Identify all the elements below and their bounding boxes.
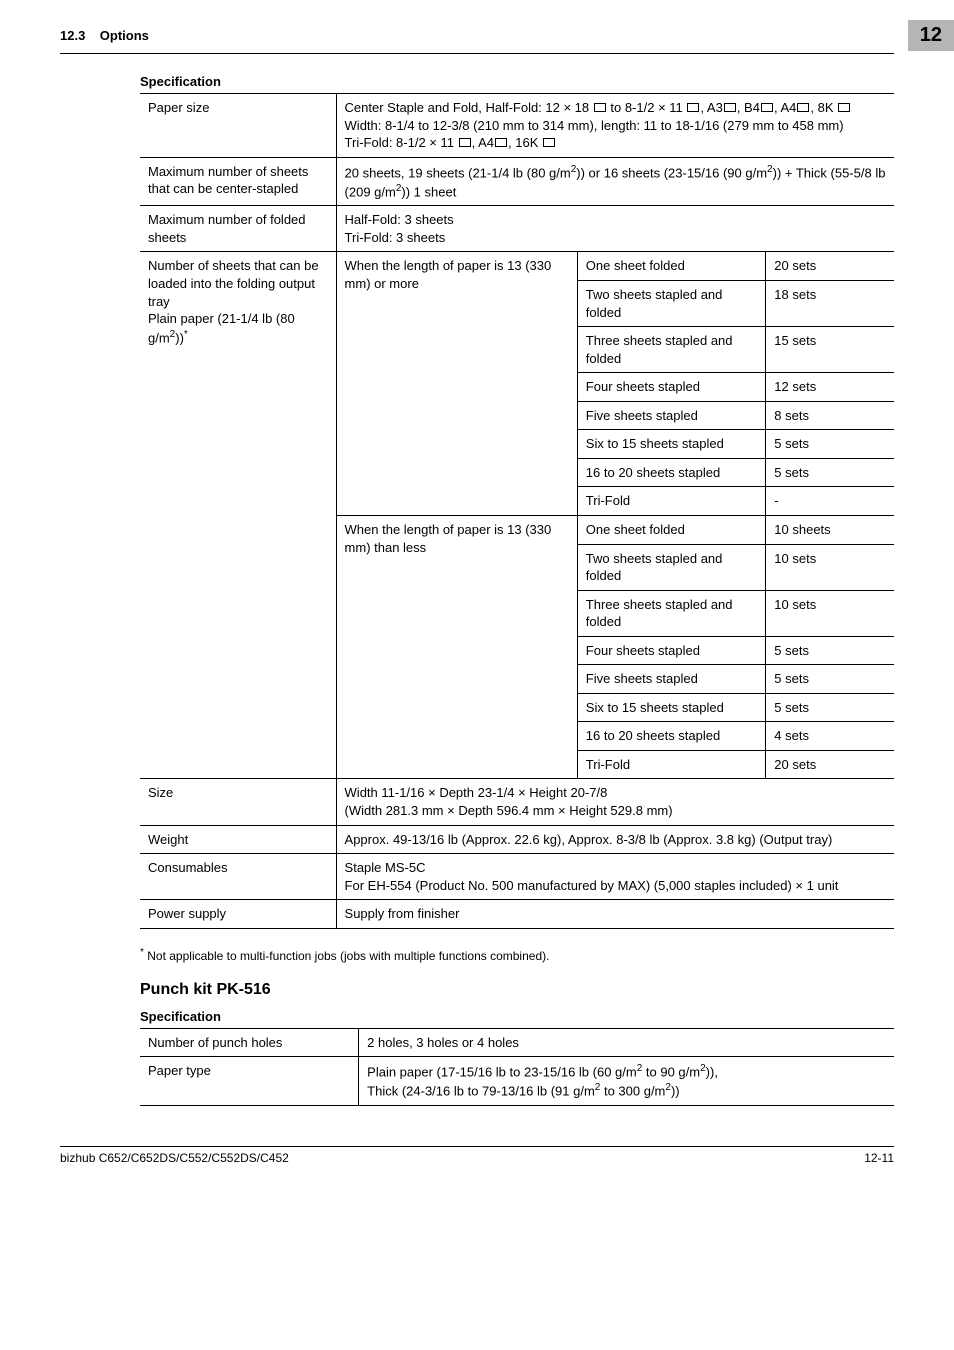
table-cell: One sheet folded xyxy=(577,515,766,544)
table-cell: 16 to 20 sheets stapled xyxy=(577,458,766,487)
table-cell: 5 sets xyxy=(766,665,894,694)
table-cell: Five sheets stapled xyxy=(577,401,766,430)
landscape-icon xyxy=(838,103,850,112)
chapter-number: 12 xyxy=(908,20,954,51)
landscape-icon xyxy=(724,103,736,112)
max-stapled-value: 20 sheets, 19 sheets (21-1/4 lb (80 g/m2… xyxy=(336,157,894,206)
table-cell: 5 sets xyxy=(766,636,894,665)
table-cell: Six to 15 sheets stapled xyxy=(577,430,766,459)
table-cell: Five sheets stapled xyxy=(577,665,766,694)
table-cell: 4 sets xyxy=(766,722,894,751)
header-section: 12.3 Options xyxy=(60,28,149,43)
section-number: 12.3 xyxy=(60,28,85,43)
table-cell: Three sheets stapled and folded xyxy=(577,590,766,636)
landscape-icon xyxy=(761,103,773,112)
table1-caption: Specification xyxy=(140,74,894,89)
table-cell: Six to 15 sheets stapled xyxy=(577,693,766,722)
table-cell: 12 sets xyxy=(766,373,894,402)
loaded-cond2: When the length of paper is 13 (330 mm) … xyxy=(336,515,577,778)
table-cell: Two sheets stapled and folded xyxy=(577,544,766,590)
size-label: Size xyxy=(140,779,336,825)
table-cell: 10 sets xyxy=(766,544,894,590)
table-cell: 10 sheets xyxy=(766,515,894,544)
landscape-icon xyxy=(594,103,606,112)
landscape-icon xyxy=(687,103,699,112)
footer-page-num: 12-11 xyxy=(864,1151,894,1165)
loaded-label: Number of sheets that can be loaded into… xyxy=(140,252,336,779)
consumables-value: Staple MS-5C For EH-554 (Product No. 500… xyxy=(336,854,894,900)
paper-type-label: Paper type xyxy=(140,1057,359,1106)
section-heading-pk516: Punch kit PK-516 xyxy=(140,981,894,999)
table-cell: Three sheets stapled and folded xyxy=(577,327,766,373)
table-cell: - xyxy=(766,487,894,516)
size-value: Width 11-1/16 × Depth 23-1/4 × Height 20… xyxy=(336,779,894,825)
max-stapled-label: Maximum number of sheets that can be cen… xyxy=(140,157,336,206)
footnote: * Not applicable to multi-function jobs … xyxy=(140,947,894,963)
table-cell: 16 to 20 sheets stapled xyxy=(577,722,766,751)
table-cell: Tri-Fold xyxy=(577,750,766,779)
max-folded-value: Half-Fold: 3 sheets Tri-Fold: 3 sheets xyxy=(336,206,894,252)
punch-holes-value: 2 holes, 3 holes or 4 holes xyxy=(359,1028,894,1057)
weight-label: Weight xyxy=(140,825,336,854)
table-cell: 8 sets xyxy=(766,401,894,430)
table-cell: 20 sets xyxy=(766,252,894,281)
section-title: Options xyxy=(100,28,149,43)
table-cell: Two sheets stapled and folded xyxy=(577,281,766,327)
landscape-icon xyxy=(797,103,809,112)
table-cell: 15 sets xyxy=(766,327,894,373)
table-cell: 20 sets xyxy=(766,750,894,779)
landscape-icon xyxy=(543,138,555,147)
paper-size-value: Center Staple and Fold, Half-Fold: 12 × … xyxy=(336,94,894,158)
weight-value: Approx. 49-13/16 lb (Approx. 22.6 kg), A… xyxy=(336,825,894,854)
table-cell: 5 sets xyxy=(766,430,894,459)
landscape-icon xyxy=(459,138,471,147)
consumables-label: Consumables xyxy=(140,854,336,900)
paper-size-label: Paper size xyxy=(140,94,336,158)
table-cell: Four sheets stapled xyxy=(577,373,766,402)
punch-holes-label: Number of punch holes xyxy=(140,1028,359,1057)
specification-table-2: Number of punch holes 2 holes, 3 holes o… xyxy=(140,1028,894,1106)
max-folded-label: Maximum number of folded sheets xyxy=(140,206,336,252)
table2-caption: Specification xyxy=(140,1009,894,1024)
loaded-cond1: When the length of paper is 13 (330 mm) … xyxy=(336,252,577,515)
table-cell: Tri-Fold xyxy=(577,487,766,516)
power-label: Power supply xyxy=(140,900,336,929)
table-cell: 18 sets xyxy=(766,281,894,327)
page-footer: bizhub C652/C652DS/C552/C552DS/C452 12-1… xyxy=(60,1146,894,1165)
table-cell: 10 sets xyxy=(766,590,894,636)
page-header: 12.3 Options 12 xyxy=(60,20,894,54)
table-cell: 5 sets xyxy=(766,693,894,722)
table-cell: 5 sets xyxy=(766,458,894,487)
table-cell: Four sheets stapled xyxy=(577,636,766,665)
footer-model: bizhub C652/C652DS/C552/C552DS/C452 xyxy=(60,1151,289,1165)
power-value: Supply from finisher xyxy=(336,900,894,929)
paper-type-value: Plain paper (17-15/16 lb to 23-15/16 lb … xyxy=(359,1057,894,1106)
specification-table-1: Paper size Center Staple and Fold, Half-… xyxy=(140,93,894,929)
landscape-icon xyxy=(495,138,507,147)
table-cell: One sheet folded xyxy=(577,252,766,281)
